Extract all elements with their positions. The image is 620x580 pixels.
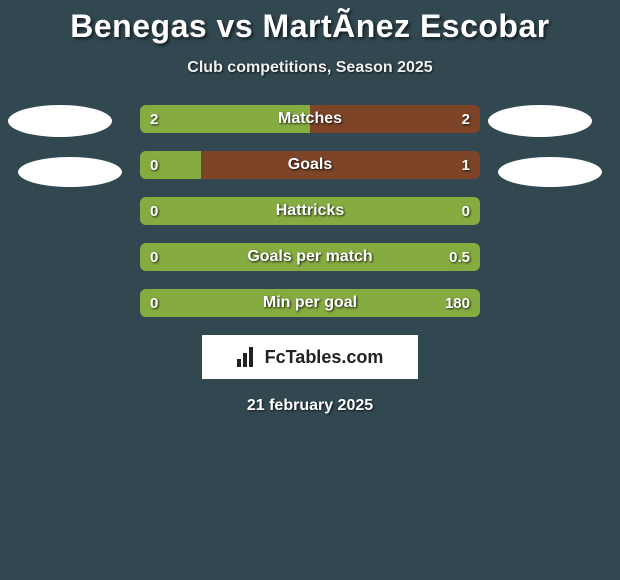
logo-bars-icon — [237, 347, 259, 367]
player-avatar-placeholder — [488, 105, 592, 137]
fctables-logo: FcTables.com — [202, 335, 418, 379]
stat-value-left: 0 — [140, 243, 168, 271]
comparison-chart: 22Matches01Goals00Hattricks00.5Goals per… — [0, 105, 620, 317]
subtitle: Club competitions, Season 2025 — [0, 59, 620, 77]
stat-value-left: 0 — [140, 197, 168, 225]
stat-bar — [140, 243, 480, 271]
stat-bar-left — [140, 197, 480, 225]
stat-row: 22Matches — [140, 105, 480, 133]
logo-text: FcTables.com — [265, 347, 384, 368]
player-avatar-placeholder — [8, 105, 112, 137]
stat-bar — [140, 289, 480, 317]
stat-bar-left — [140, 289, 480, 317]
date-text: 21 february 2025 — [0, 397, 620, 415]
player-avatar-placeholder — [498, 157, 602, 187]
stat-value-right: 0 — [452, 197, 480, 225]
stat-value-right: 0.5 — [439, 243, 480, 271]
stat-bar — [140, 197, 480, 225]
stat-value-left: 0 — [140, 151, 168, 179]
stat-row: 00Hattricks — [140, 197, 480, 225]
stat-row: 0180Min per goal — [140, 289, 480, 317]
stat-row: 00.5Goals per match — [140, 243, 480, 271]
player-avatar-placeholder — [18, 157, 122, 187]
stat-value-left: 0 — [140, 289, 168, 317]
stat-value-right: 2 — [452, 105, 480, 133]
stat-row: 01Goals — [140, 151, 480, 179]
stat-value-left: 2 — [140, 105, 168, 133]
stat-bar — [140, 151, 480, 179]
stat-value-right: 180 — [435, 289, 480, 317]
page-title: Benegas vs MartÃ­nez Escobar — [0, 0, 620, 45]
stat-bar-right — [201, 151, 480, 179]
stat-bar — [140, 105, 480, 133]
stat-bar-left — [140, 243, 480, 271]
stat-value-right: 1 — [452, 151, 480, 179]
